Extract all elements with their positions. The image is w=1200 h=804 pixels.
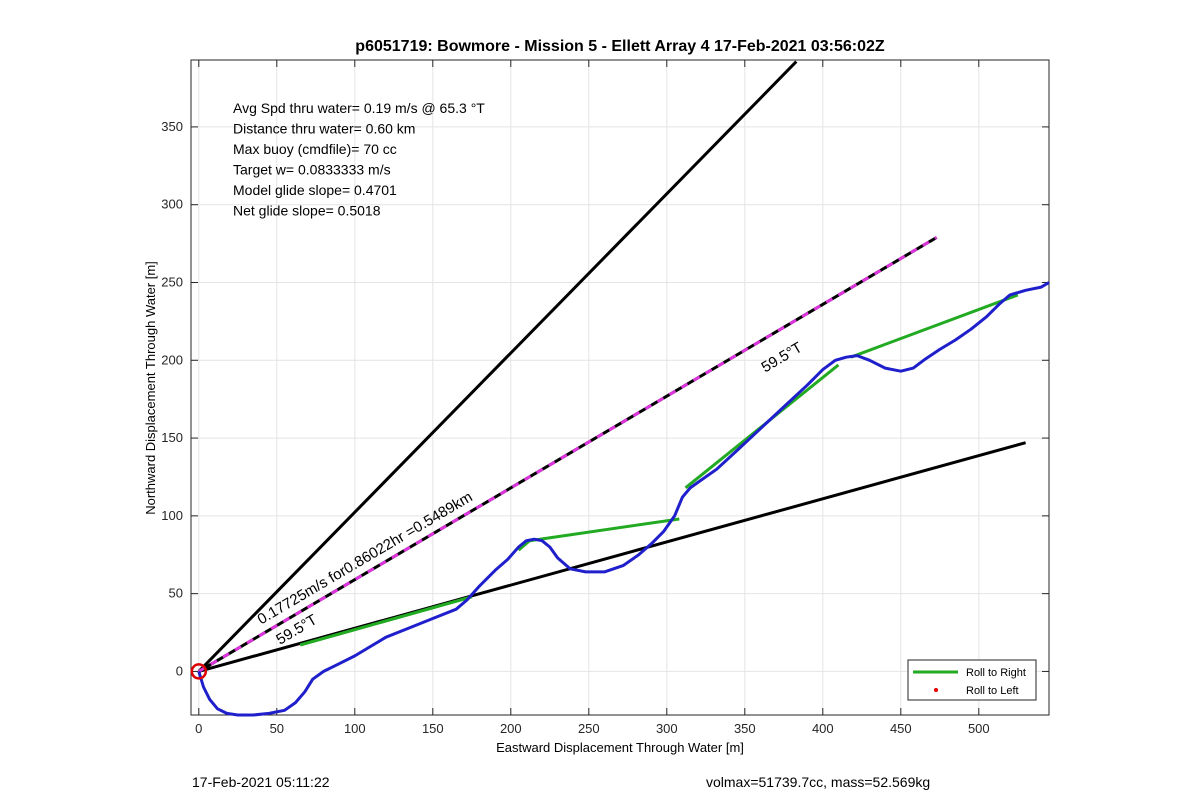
legend: Roll to Right Roll to Left [907, 659, 1037, 701]
rotated-annotation: 0.17725m/s for0.86022hr =0.5489km [255, 488, 476, 628]
net-displacement-dash [198, 236, 938, 673]
x-tick-label: 150 [422, 721, 444, 736]
y-tick-label: 200 [161, 352, 183, 367]
roll-segment [299, 595, 473, 647]
upper-heading-line [197, 60, 798, 673]
footer-volmax-mass: volmax=51739.7cc, mass=52.569kg [706, 774, 931, 790]
x-tick-label: 50 [270, 721, 284, 736]
y-tick-label: 150 [161, 430, 183, 445]
y-axis-label: Northward Displacement Through Water [m] [143, 261, 158, 515]
x-tick-label: 500 [968, 721, 990, 736]
x-tick-label: 300 [656, 721, 678, 736]
x-tick-label: 350 [734, 721, 756, 736]
x-tick-label: 0 [195, 721, 202, 736]
glider-track [197, 281, 1050, 717]
roll-segment [529, 517, 680, 543]
stats-line: Model glide slope= 0.4701 [233, 182, 397, 198]
axes-box [190, 59, 1050, 716]
stats-line: Avg Spd thru water= 0.19 m/s @ 65.3 °T [233, 100, 485, 116]
grid [191, 60, 1049, 715]
stats-line: Distance thru water= 0.60 km [233, 121, 415, 137]
y-tick-label: 100 [161, 508, 183, 523]
y-tick-label: 300 [161, 197, 183, 212]
annotations: 0.17725m/s for0.86022hr =0.5489km59.5°T5… [255, 339, 806, 648]
roll-segment [517, 539, 531, 552]
y-tick-label: 0 [176, 663, 183, 678]
stats-line: Net glide slope= 0.5018 [233, 203, 381, 219]
start-marker [190, 663, 208, 680]
stats-line: Target w= 0.0833333 m/s [233, 162, 391, 178]
x-tick-label: 400 [812, 721, 834, 736]
y-tick-label: 50 [169, 586, 183, 601]
x-tick-label: 200 [500, 721, 522, 736]
legend-swatch-dot [934, 688, 938, 692]
x-tick-label: 100 [344, 721, 366, 736]
footer-timestamp: 17-Feb-2021 05:11:22 [192, 774, 330, 790]
rotated-annotation: 59.5°T [758, 339, 805, 376]
ticks: 0 50 100 150 200 250 300 350 400 450 500 0 50 100 150 2… [161, 60, 1049, 736]
series [190, 60, 1050, 717]
legend-box [907, 659, 1037, 701]
stats-block: Avg Spd thru water= 0.19 m/s @ 65.3 °T Di… [233, 100, 485, 219]
roll-segment [850, 293, 1019, 359]
x-tick-label: 450 [890, 721, 912, 736]
chart-title: p6051719: Bowmore - Mission 5 - Ellett A… [355, 38, 885, 55]
y-tick-label: 250 [161, 274, 183, 289]
x-axis-label: Eastward Displacement Through Water [m] [496, 740, 744, 755]
legend-label: Roll to Right [966, 667, 1026, 679]
stats-line: Max buoy (cmdfile)= 70 cc [233, 141, 397, 157]
x-tick-label: 250 [578, 721, 600, 736]
y-tick-label: 350 [161, 119, 183, 134]
legend-label: Roll to Left [966, 685, 1019, 697]
